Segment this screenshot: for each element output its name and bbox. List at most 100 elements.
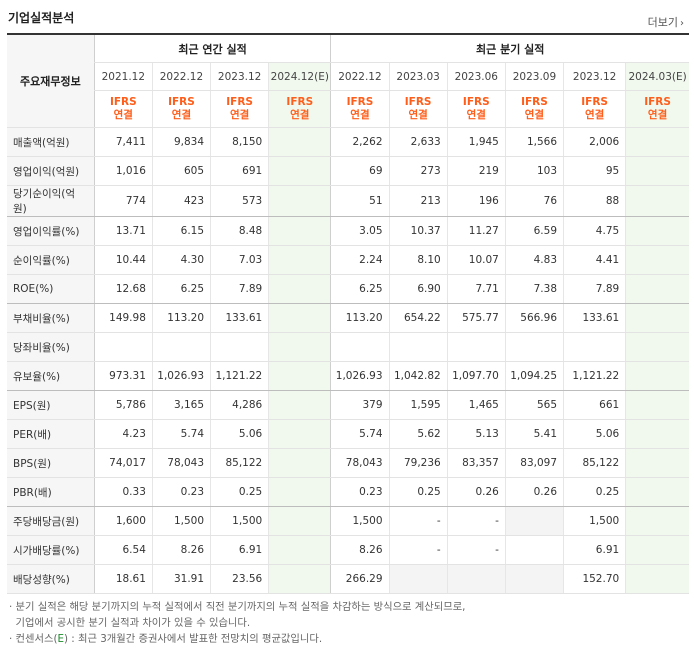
ifrs-label: IFRS <box>109 96 137 108</box>
ifrs-label: IFRS <box>644 96 671 108</box>
table-cell: 7.89 <box>563 274 626 304</box>
period-header: 2022.12 <box>151 62 211 91</box>
ifrs-label: IFRS <box>226 96 253 108</box>
table-cell: 4.41 <box>563 245 626 275</box>
table-cell: 1,500 <box>151 506 211 536</box>
table-row: 부채비율(%) 149.98 113.20 133.61 113.20 654.22 575… <box>7 303 689 333</box>
table-cell: 573 <box>210 185 269 217</box>
ifrs-basis-header: IFRS 연결 <box>210 90 269 128</box>
ifrs-label: IFRS <box>462 96 490 108</box>
ifrs-label: IFRS <box>168 96 195 108</box>
table-cell: 273 <box>388 156 448 186</box>
more-label: 더보기 <box>647 16 678 29</box>
table-row: 영업이익(억원) 1,016 605 691 69 273 219 103 95 <box>7 156 689 186</box>
table-cell <box>625 477 689 507</box>
table-cell: 7.71 <box>446 274 506 304</box>
table-cell <box>210 332 269 362</box>
corner-label: 주요재무정보 <box>7 33 95 128</box>
table-cell: 78,043 <box>151 448 211 478</box>
table-row: 당기순이익(억원) 774 423 573 51 213 196 76 88 <box>7 185 689 217</box>
table-cell <box>446 332 506 362</box>
table-cell <box>268 419 331 449</box>
table-cell: 5.13 <box>446 419 506 449</box>
ifrs-basis-header: IFRS 연결 <box>330 90 390 128</box>
table-cell <box>625 564 689 594</box>
period-header: 2024.12(E) <box>268 62 331 91</box>
table-cell: 113.20 <box>330 303 390 333</box>
table-cell: 10.44 <box>93 245 153 275</box>
table-cell <box>625 419 689 449</box>
table-cell: 3.05 <box>330 216 390 246</box>
table-cell <box>625 216 689 246</box>
chevron-right-icon: › <box>680 18 684 29</box>
row-label: 영업이익률(%) <box>7 216 95 246</box>
table-cell: 1,465 <box>446 390 506 420</box>
table-cell: - <box>446 506 506 536</box>
ifrs-label: IFRS <box>286 96 314 108</box>
table-cell: 219 <box>446 156 506 186</box>
table-row: 영업이익률(%) 13.71 6.15 8.48 3.05 10.37 11.27 6.59 4… <box>7 216 689 246</box>
ifrs-basis-header: IFRS 연결 <box>446 90 506 128</box>
table-row: PBR(배) 0.33 0.23 0.25 0.23 0.25 0.26 0.26 0.25 <box>7 477 689 507</box>
table-cell: 5,786 <box>93 390 153 420</box>
table-cell <box>268 274 331 304</box>
section-title: 기업실적분석 <box>8 11 75 25</box>
table-cell: 565 <box>504 390 564 420</box>
table-cell: 1,097.70 <box>446 361 506 391</box>
table-cell: 774 <box>93 185 153 217</box>
table-cell <box>625 185 689 217</box>
period-header: 2024.03(E) <box>625 62 689 91</box>
table-cell <box>625 274 689 304</box>
table-cell: 18.61 <box>93 564 153 594</box>
table-cell <box>268 448 331 478</box>
table-cell: 7.38 <box>504 274 564 304</box>
table-cell <box>625 390 689 420</box>
table-cell: 152.70 <box>563 564 626 594</box>
consolidated-label: 연결 <box>171 109 192 121</box>
consolidated-label: 연결 <box>113 109 133 121</box>
table-row: 유보율(%) 973.31 1,026.93 1,121.22 1,026.93 1,04… <box>7 361 689 391</box>
group-quarter-header: 최근 분기 실적 <box>330 33 689 63</box>
row-label: 주당배당금(원) <box>7 506 95 536</box>
table-cell: 1,500 <box>563 506 626 536</box>
table-cell: 4,286 <box>210 390 269 420</box>
table-cell: 196 <box>446 185 506 217</box>
table-row: BPS(원) 74,017 78,043 85,122 78,043 79,236 83,3… <box>7 448 689 478</box>
table-cell <box>268 564 331 594</box>
period-header: 2023.09 <box>504 62 564 91</box>
ifrs-basis-header: IFRS 연결 <box>625 90 689 128</box>
table-row: 시가배당률(%) 6.54 8.26 6.91 8.26- -6.91 <box>7 535 689 565</box>
more-link[interactable]: 더보기 › <box>648 14 684 30</box>
table-cell <box>268 506 331 536</box>
consolidated-label: 연결 <box>584 109 605 121</box>
table-cell: 1,566 <box>504 127 564 157</box>
table-cell: 213 <box>388 185 448 217</box>
table-cell: 88 <box>563 185 626 217</box>
table-cell <box>625 332 689 362</box>
ifrs-basis-header: IFRS 연결 <box>268 90 331 128</box>
table-cell: 8.26 <box>330 535 390 565</box>
table-cell: 7.89 <box>210 274 269 304</box>
table-cell: 10.37 <box>388 216 448 246</box>
table-cell <box>151 332 211 362</box>
table-cell: 85,122 <box>210 448 269 478</box>
table-row: EPS(원) 5,786 3,165 4,286 379 1,595 1,465 565 661 <box>7 390 689 420</box>
row-label: EPS(원) <box>7 390 95 420</box>
footnotes: · 분기 실적은 해당 분기까지의 누적 실적에서 직전 분기까지의 누적 실적… <box>9 599 465 647</box>
table-cell <box>625 361 689 391</box>
table-cell: 1,500 <box>210 506 269 536</box>
table-cell: 6.90 <box>388 274 448 304</box>
table-cell: 2,262 <box>330 127 390 157</box>
ifrs-basis-header: IFRS 연결 <box>388 90 448 128</box>
row-label: PER(배) <box>7 419 95 449</box>
table-cell: 0.26 <box>446 477 506 507</box>
table-cell: 7,411 <box>93 127 153 157</box>
table-cell: 8.26 <box>151 535 211 565</box>
table-cell: 74,017 <box>93 448 153 478</box>
table-cell: 6.54 <box>93 535 153 565</box>
ifrs-basis-header: IFRS 연결 <box>563 90 626 128</box>
table-cell: 95 <box>563 156 626 186</box>
table-cell: 1,094.25 <box>504 361 564 391</box>
table-cell <box>268 535 331 565</box>
